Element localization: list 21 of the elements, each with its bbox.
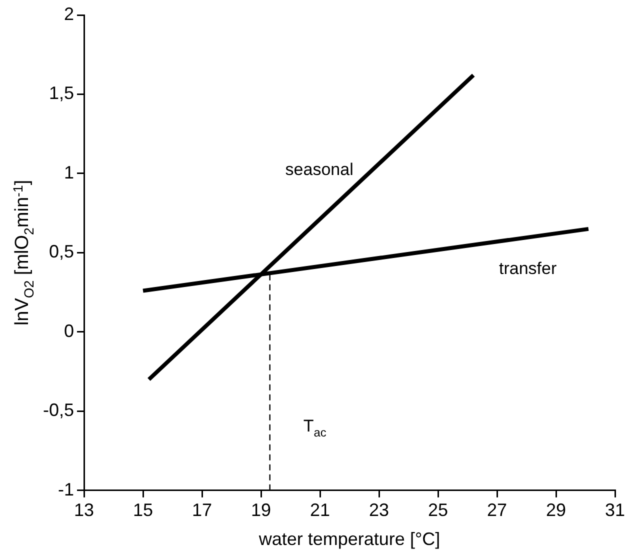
x-tick-label: 21 xyxy=(310,500,330,520)
y-tick-label: 0 xyxy=(64,320,74,341)
series-label: seasonal xyxy=(285,160,354,179)
y-tick-label: -1 xyxy=(58,479,74,500)
y-tick-label: 1 xyxy=(64,162,74,182)
y-tick-label: 0,5 xyxy=(48,242,74,262)
x-tick-label: 15 xyxy=(133,500,154,520)
x-tick-label: 13 xyxy=(74,500,94,520)
x-tick-label: 31 xyxy=(604,500,626,520)
x-tick-label: 25 xyxy=(428,500,448,520)
x-tick-label: 29 xyxy=(546,500,566,520)
y-tick-label: 2 xyxy=(64,4,74,24)
x-tick-label: 19 xyxy=(250,500,272,520)
x-tick-label: 27 xyxy=(486,500,508,520)
x-tick-label: 17 xyxy=(192,500,212,520)
y-axis-title: lnVO2 [mlO2min-1] xyxy=(10,180,37,326)
y-tick-label: 1,5 xyxy=(48,83,74,104)
series-label: transfer xyxy=(499,258,557,278)
y-tick-label: -0,5 xyxy=(42,400,74,420)
x-axis-title: water temperature [°C] xyxy=(258,529,440,549)
x-tick-label: 23 xyxy=(368,500,390,520)
